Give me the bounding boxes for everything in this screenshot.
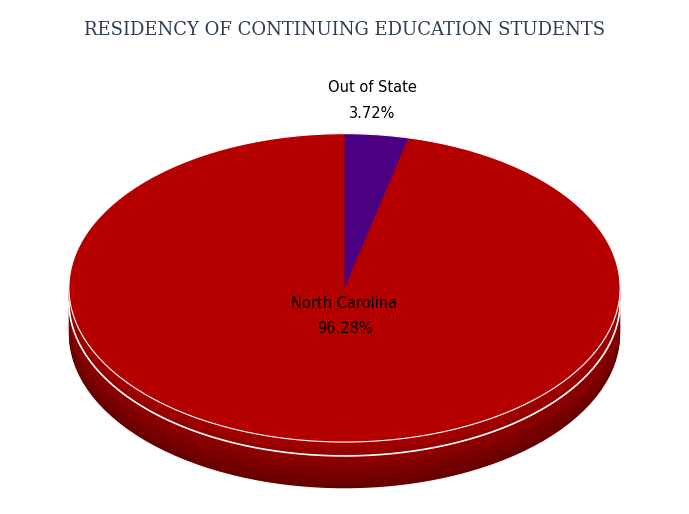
Ellipse shape: [69, 144, 620, 453]
Ellipse shape: [69, 174, 620, 482]
Ellipse shape: [69, 149, 620, 457]
Ellipse shape: [69, 148, 620, 456]
Ellipse shape: [69, 140, 620, 448]
Ellipse shape: [69, 160, 620, 468]
Ellipse shape: [69, 155, 620, 464]
Ellipse shape: [69, 154, 620, 462]
Polygon shape: [69, 134, 620, 442]
Ellipse shape: [69, 163, 620, 471]
Ellipse shape: [69, 158, 620, 467]
Ellipse shape: [69, 151, 620, 459]
Ellipse shape: [69, 172, 620, 481]
Ellipse shape: [69, 178, 620, 487]
Ellipse shape: [69, 164, 620, 473]
Ellipse shape: [69, 180, 620, 488]
Ellipse shape: [69, 152, 620, 461]
Ellipse shape: [69, 143, 620, 451]
Ellipse shape: [69, 146, 620, 454]
Text: 96.28%: 96.28%: [317, 321, 372, 337]
Text: Out of State: Out of State: [328, 80, 416, 95]
Ellipse shape: [69, 168, 620, 476]
Ellipse shape: [69, 135, 620, 444]
Text: 3.72%: 3.72%: [349, 105, 395, 121]
Ellipse shape: [69, 141, 620, 450]
Ellipse shape: [69, 138, 620, 447]
Ellipse shape: [69, 137, 620, 445]
Ellipse shape: [69, 166, 620, 474]
Text: North Carolina: North Carolina: [291, 296, 398, 311]
Polygon shape: [344, 134, 409, 288]
Ellipse shape: [69, 169, 620, 478]
Ellipse shape: [69, 161, 620, 470]
Ellipse shape: [69, 134, 620, 442]
Ellipse shape: [69, 177, 620, 485]
Ellipse shape: [69, 157, 620, 465]
Ellipse shape: [69, 175, 620, 484]
Text: RESIDENCY OF CONTINUING EDUCATION STUDENTS: RESIDENCY OF CONTINUING EDUCATION STUDEN…: [84, 21, 605, 39]
Ellipse shape: [69, 171, 620, 479]
